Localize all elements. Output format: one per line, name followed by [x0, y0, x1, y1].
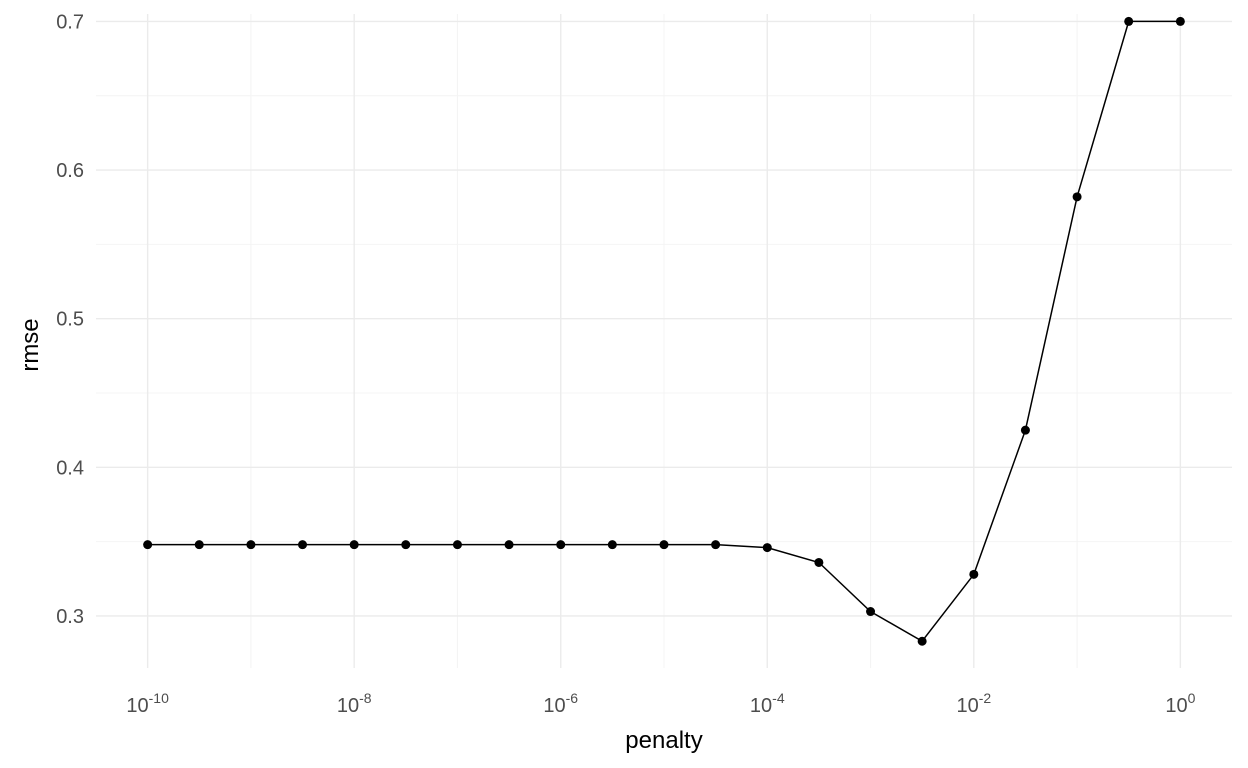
data-point: [452, 540, 462, 550]
y-axis-tick-labels: 0.3 0.4 0.5 0.6 0.7: [56, 11, 84, 628]
x-tick-label: 10-8: [337, 690, 372, 717]
data-point: [504, 540, 514, 550]
x-tick-label: 10-4: [750, 690, 785, 717]
data-point: [1020, 425, 1030, 435]
data-point: [401, 540, 411, 550]
data-point: [814, 557, 824, 567]
data-point: [1175, 16, 1185, 26]
data-point: [298, 540, 308, 550]
data-point: [969, 569, 979, 579]
data-point: [194, 540, 204, 550]
data-point: [1124, 16, 1134, 26]
data-point: [349, 540, 359, 550]
data-point: [711, 540, 721, 550]
x-tick-label: 10-10: [126, 690, 169, 717]
data-point: [556, 540, 566, 550]
x-tick-label: 100: [1165, 690, 1195, 717]
series-layer: [143, 16, 1185, 646]
data-point: [866, 607, 876, 617]
y-tick-label: 0.5: [56, 309, 84, 331]
data-point: [607, 540, 617, 550]
data-point: [1072, 192, 1082, 202]
y-tick-label: 0.3: [56, 606, 84, 628]
major-gridlines: [96, 14, 1232, 668]
y-tick-label: 0.4: [56, 457, 84, 479]
minor-gridlines: [96, 14, 1232, 668]
data-point: [762, 543, 772, 553]
data-point: [246, 540, 256, 550]
data-point: [659, 540, 669, 550]
x-tick-label: 10-6: [543, 690, 578, 717]
x-tick-label: 10-2: [956, 690, 991, 717]
y-axis-title: rmse: [17, 318, 44, 371]
data-point: [917, 636, 927, 646]
y-tick-label: 0.6: [56, 160, 84, 182]
data-point: [143, 540, 153, 550]
x-axis-title: penalty: [625, 727, 702, 754]
x-axis-tick-labels: 10-10 10-8 10-6 10-4 10-2 100: [126, 690, 1195, 717]
y-tick-label: 0.7: [56, 11, 84, 33]
